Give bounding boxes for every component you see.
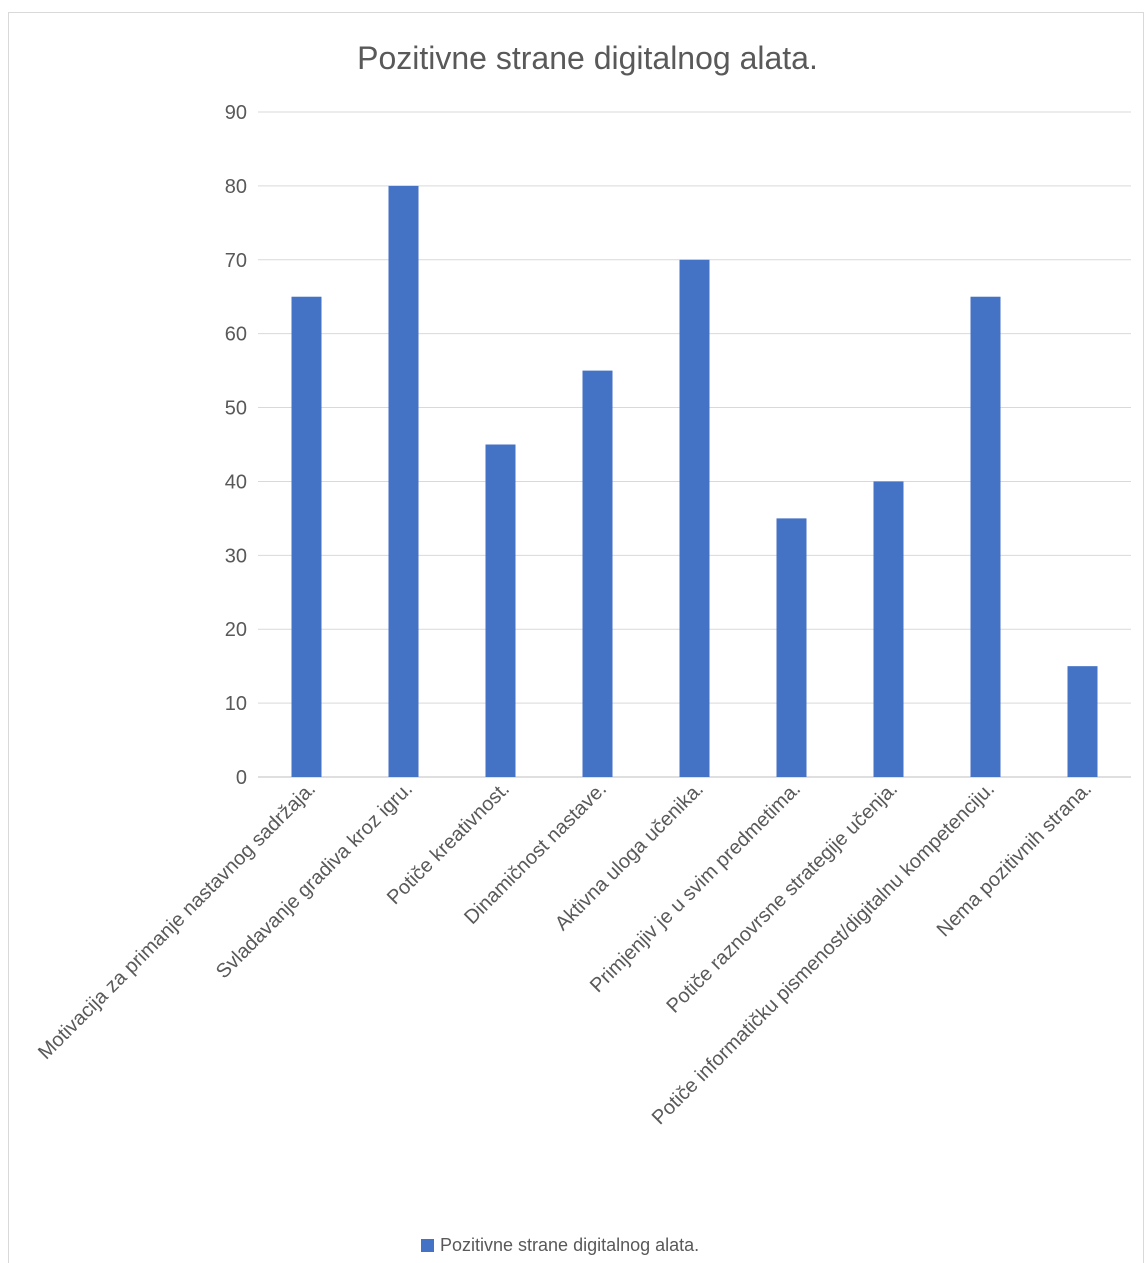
- x-category-label: Primjenjiv je u svim predmetima.: [586, 778, 805, 997]
- bar: [679, 259, 710, 777]
- y-axis-ticks: 0 10 20 30 40 50 60 70 80 90: [225, 102, 247, 789]
- bar: [291, 296, 322, 777]
- x-category-label: Nema pozitivnih strana.: [933, 778, 1096, 941]
- x-category-label: Svladavanje gradiva kroz igru.: [212, 778, 417, 983]
- bars: [291, 185, 1098, 777]
- y-tick-label: 40: [225, 471, 247, 493]
- y-tick-label: 30: [225, 545, 247, 567]
- bar: [776, 518, 807, 777]
- y-tick-label: 50: [225, 398, 247, 420]
- bar: [582, 370, 613, 777]
- y-tick-label: 80: [225, 176, 247, 198]
- legend: Pozitivne strane digitalnog alata.: [421, 1233, 699, 1257]
- y-tick-label: 70: [225, 250, 247, 272]
- legend-label: Pozitivne strane digitalnog alata.: [440, 1234, 700, 1255]
- y-tick-label: 10: [225, 693, 247, 715]
- x-axis-category-labels: Motivacija za primanje nastavnog sadržaj…: [34, 778, 1096, 1129]
- bar: [873, 481, 904, 777]
- bar: [388, 185, 419, 777]
- y-tick-label: 60: [225, 324, 247, 346]
- bar: [970, 296, 1001, 777]
- y-tick-label: 0: [236, 767, 247, 789]
- y-tick-label: 90: [225, 102, 247, 124]
- bar: [1067, 666, 1098, 777]
- x-category-label: Potiče informatičku pismenost/digitalnu …: [648, 778, 999, 1129]
- y-tick-label: 20: [225, 619, 247, 641]
- bar: [485, 444, 516, 777]
- chart-title: Pozitivne strane digitalnog alata.: [357, 40, 818, 76]
- legend-swatch: [421, 1238, 434, 1252]
- chart-frame: [8, 12, 1144, 1263]
